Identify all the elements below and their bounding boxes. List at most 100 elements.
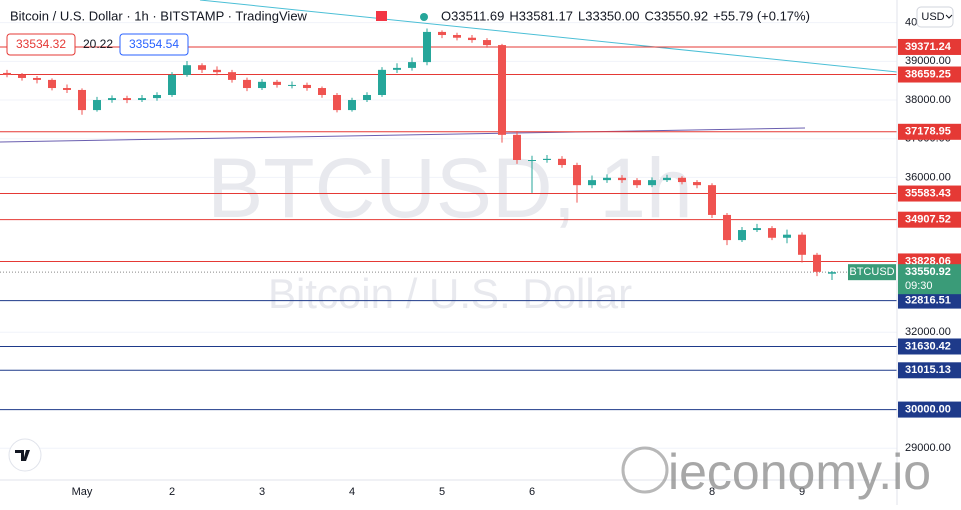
candle-body	[153, 94, 161, 99]
level-tag	[898, 362, 961, 379]
candle-body	[273, 81, 281, 85]
header-stat: O33511.69	[441, 8, 504, 23]
level-label: 32816.51	[905, 295, 951, 307]
level-label: 39371.24	[905, 41, 952, 53]
candles	[3, 28, 836, 280]
x-tick-label: 4	[349, 486, 355, 498]
x-tick-label: 2	[169, 486, 175, 498]
x-tick-label: 9	[799, 486, 805, 498]
candle-body	[633, 180, 641, 186]
level-tag	[898, 401, 961, 418]
y-tick-label: 36000.00	[905, 171, 951, 183]
flag-icon[interactable]	[376, 11, 387, 21]
chart-header: Bitcoin / U.S. Dollar · 1h · BITSTAMP · …	[10, 8, 308, 23]
candle-body	[648, 180, 656, 186]
currency-button[interactable]	[916, 6, 954, 28]
logo-text: ieconomy.io	[668, 444, 931, 500]
ask: 33554.54	[129, 37, 179, 51]
price-axis	[897, 0, 961, 505]
tv-logo[interactable]	[8, 438, 42, 472]
trend-line	[199, 0, 898, 73]
candle-body	[588, 180, 596, 186]
y-tick-label: 32000.00	[905, 326, 951, 338]
candle-body	[513, 134, 521, 160]
header-stats: O33511.69 H33581.17 L33350.00 C33550.92 +55.…	[441, 8, 810, 23]
candle-body	[738, 230, 746, 241]
candle-body	[753, 228, 761, 231]
candle-body	[708, 185, 716, 215]
candle-body	[33, 77, 41, 80]
spread: 20.22	[83, 37, 113, 51]
candle-body	[453, 35, 461, 38]
candle-body	[723, 214, 731, 241]
y-tick-label: 38000.00	[905, 94, 951, 106]
y-tick-label: 39000.00	[905, 55, 951, 67]
candle-body	[678, 177, 686, 183]
level-tag	[898, 123, 961, 140]
candle-body	[303, 84, 311, 89]
level-tag	[898, 185, 961, 202]
levels	[0, 46, 897, 411]
candle-body	[438, 31, 446, 36]
candle-body	[798, 234, 806, 255]
header-stat: C33550.92	[644, 8, 708, 23]
candle-body	[498, 45, 506, 135]
candle-body	[393, 67, 401, 70]
price-tag	[898, 264, 961, 295]
x-tick-label: May	[72, 486, 93, 498]
candle-body	[198, 65, 206, 70]
candle-body	[768, 228, 776, 238]
price-label: 33550.92	[905, 266, 951, 278]
header-stat: H33581.17	[509, 8, 573, 23]
candle-body	[693, 182, 701, 186]
candle-body	[138, 98, 146, 101]
candle-body	[618, 177, 626, 181]
candle-body	[228, 72, 236, 80]
x-tick-label: 6	[529, 486, 535, 498]
level-label: 30000.00	[905, 403, 951, 415]
ieconomy-logo: ieconomy.io	[621, 444, 931, 500]
level-tag	[898, 66, 961, 83]
candle-body	[408, 62, 416, 68]
candle-body	[543, 158, 551, 160]
symbol-label: BTCUSD	[849, 266, 894, 278]
candle-body	[288, 84, 296, 86]
level-label: 37178.95	[905, 126, 951, 138]
candle-body	[318, 88, 326, 95]
candle-body	[63, 88, 71, 90]
level-tag	[898, 38, 961, 55]
level-tag	[898, 292, 961, 309]
candle-body	[258, 81, 266, 89]
header-stat: L33350.00	[578, 8, 639, 23]
axis-labels: 40000.0039000.0038000.0037000.0036000.00…	[72, 17, 961, 498]
currency: USD	[921, 11, 944, 23]
bid-box[interactable]	[6, 33, 76, 56]
candle-body	[783, 234, 791, 238]
level-label: 38659.25	[905, 68, 951, 80]
candle-body	[48, 79, 56, 89]
candle-body	[528, 160, 536, 161]
candle-body	[3, 72, 11, 75]
candle-body	[483, 40, 491, 46]
level-label: 31630.42	[905, 340, 951, 352]
ask-box[interactable]	[119, 33, 189, 56]
candle-body	[183, 65, 191, 75]
watermark-subtitle: Bitcoin / U.S. Dollar	[268, 270, 632, 317]
candle-body	[468, 37, 476, 41]
candle-body	[123, 98, 131, 101]
candle-body	[828, 272, 836, 274]
candle-body	[78, 89, 86, 111]
header-stat: +55.79 (+0.17%)	[713, 8, 810, 23]
candle-body	[363, 94, 371, 101]
bid: 33534.32	[16, 37, 66, 51]
candle-body	[558, 158, 566, 166]
level-tag	[898, 338, 961, 355]
level-tag	[898, 211, 961, 228]
candle-body	[378, 69, 386, 95]
candle-body	[573, 165, 581, 186]
status-dot	[420, 13, 428, 21]
candle-body	[243, 79, 251, 89]
candle-body	[603, 177, 611, 181]
